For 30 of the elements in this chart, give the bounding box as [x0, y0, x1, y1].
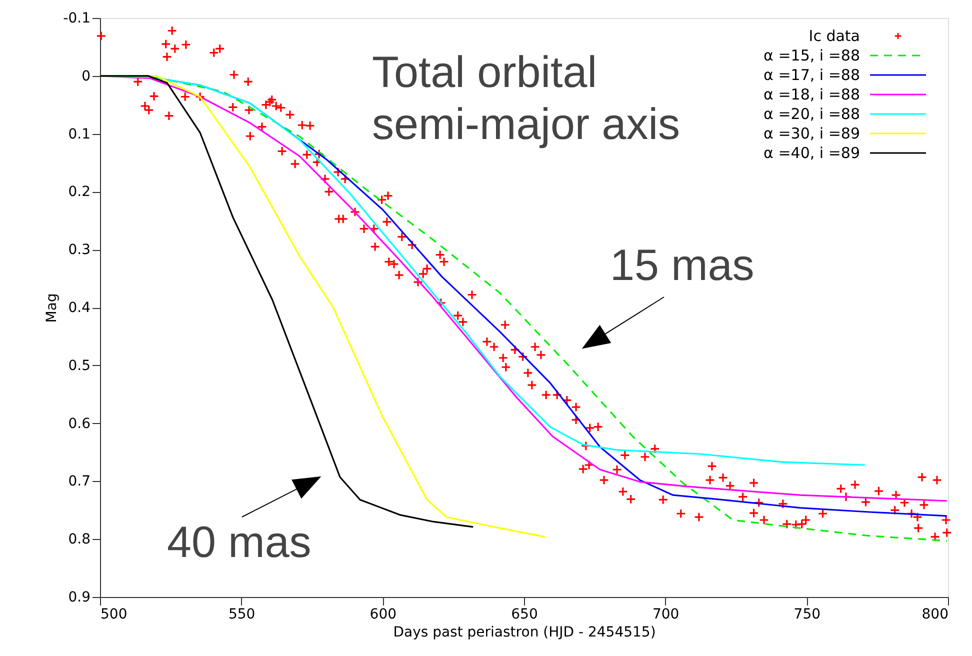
- x-tick-label: 600: [370, 606, 397, 622]
- y-tick-label: 0.9: [68, 590, 90, 606]
- legend-label: α =30, i =89: [764, 124, 860, 142]
- x-tick-label: 700: [652, 606, 680, 622]
- y-tick-label: 0.8: [68, 532, 90, 548]
- legend-label: α =18, i =88: [764, 86, 860, 104]
- y-tick-label: 0.5: [68, 358, 90, 374]
- y-tick-label: 0.7: [68, 474, 90, 490]
- annotation: 40 mas: [167, 518, 312, 567]
- legend-label: α =17, i =88: [764, 66, 860, 84]
- x-tick-label: 800: [922, 606, 948, 622]
- x-tick-label: 750: [794, 606, 821, 622]
- y-tick-label: 0.2: [68, 184, 90, 200]
- legend-label: Ic data: [808, 27, 860, 45]
- x-axis-title: Days past periastron (HJD - 2454515): [393, 624, 656, 640]
- legend-label: α =15, i =88: [764, 46, 860, 64]
- legend-label: α =20, i =88: [764, 105, 860, 123]
- x-tick-label: 550: [228, 606, 256, 622]
- annotation: 15 mas: [610, 241, 754, 290]
- x-tick-label: 500: [100, 606, 128, 622]
- y-tick-label: 0.3: [68, 242, 90, 258]
- legend-label: α =40, i =89: [764, 144, 860, 162]
- y-axis-title: Mag: [44, 293, 60, 323]
- y-tick-label: 0.6: [68, 416, 91, 432]
- y-tick-label: 0.1: [68, 126, 90, 142]
- x-tick-label: 650: [511, 606, 538, 622]
- annotation: Total orbital semi-major axis: [372, 48, 680, 149]
- y-tick-label: 0: [82, 68, 90, 84]
- y-tick-label: 0.4: [68, 300, 91, 316]
- y-tick-label: -0.1: [63, 10, 90, 26]
